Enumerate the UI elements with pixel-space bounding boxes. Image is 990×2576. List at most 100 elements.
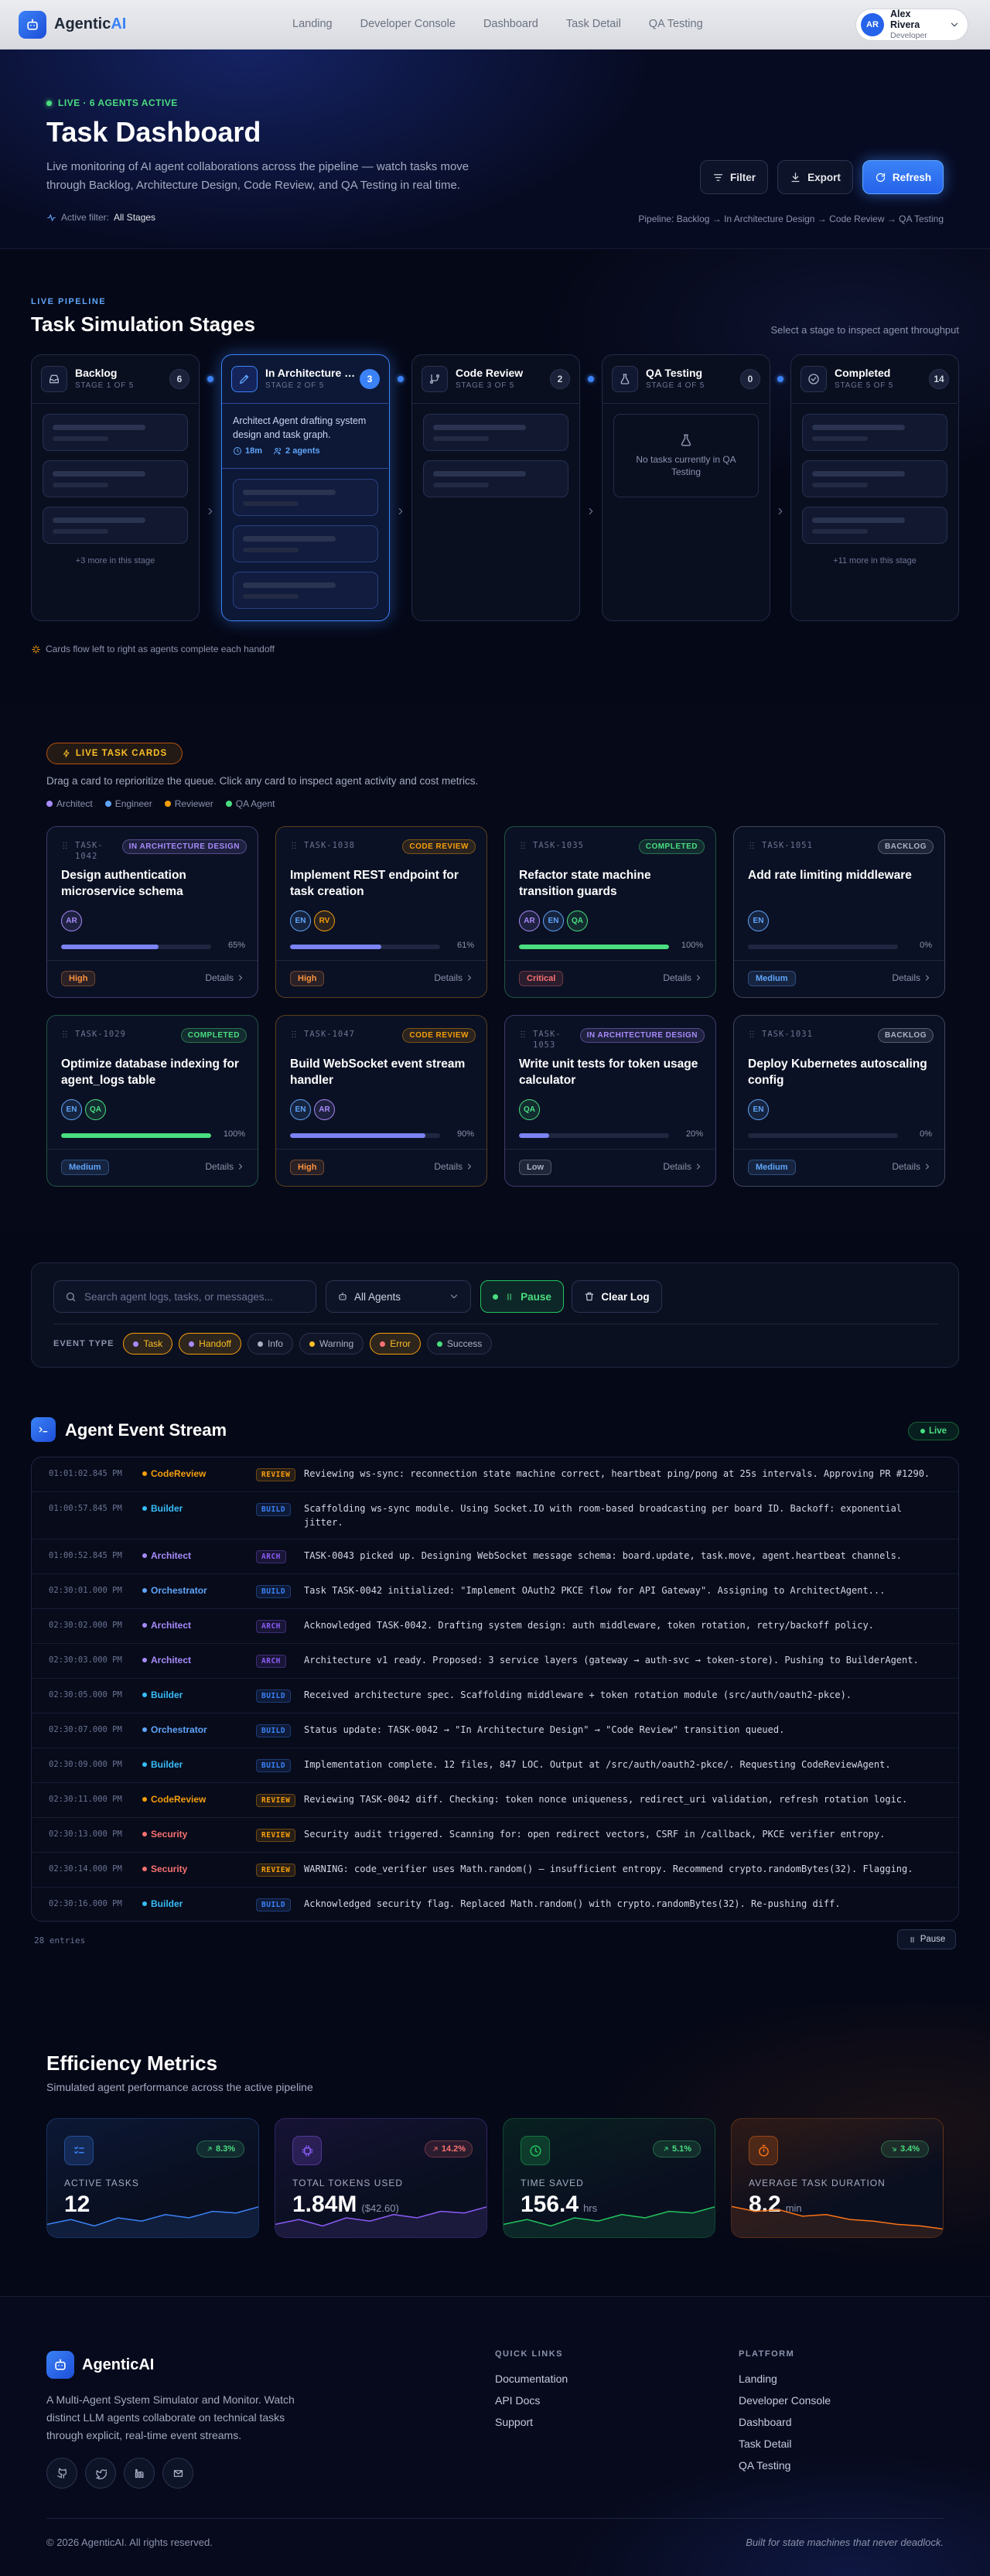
icon-graphic [173,2469,183,2477]
stage-column[interactable]: Backlog STAGE 1 OF 5 6 +3 more in this stag… [31,354,200,621]
icon-graphic [208,507,213,515]
social-link[interactable] [46,2458,77,2489]
stage-column[interactable]: QA Testing STAGE 4 OF 5 0 No tasks currentl… [602,354,770,621]
event-chip[interactable]: Warning [299,1333,364,1355]
icon [679,433,693,447]
stage-column[interactable]: In Architecture Design STAGE 2 OF 5 3 Archi… [221,354,390,621]
button-label: Pause [920,1935,946,1944]
details-link[interactable]: Details [426,1161,474,1172]
change-value: 14.2% [441,2144,466,2154]
search-input[interactable]: Search agent logs, tasks, or messages... [53,1280,316,1313]
social-link[interactable] [124,2458,155,2489]
log-row: 02:30:02.000 PM Architect ARCH Acknowledged… [32,1609,958,1644]
icon-graphic [521,842,525,849]
agent-name: Architect [151,1550,192,1561]
chip-dot [257,1341,263,1347]
event-chip[interactable]: Info [247,1333,293,1355]
nav-link[interactable]: Dashboard [483,18,538,30]
skeleton-bar [243,501,299,506]
event-chip[interactable]: Task [123,1333,173,1355]
details-link[interactable]: Details [655,972,703,983]
nav-link[interactable]: QA Testing [648,18,703,30]
status-badge: CODE REVIEW [402,839,476,854]
task-card[interactable]: TASK-1047 CODE REVIEW Build WebSocket even… [275,1015,487,1187]
icon-graphic [521,1030,525,1038]
assignees: AR [61,910,82,931]
nav-link[interactable]: Task Detail [565,18,621,30]
filter-value: All Stages [114,212,156,223]
log-type-badge: BUILD [256,1898,292,1912]
task-card[interactable]: TASK-1031 BACKLOG Deploy Kubernetes autosc… [733,1015,945,1187]
social-link[interactable] [85,2458,116,2489]
icon-graphic [521,1030,525,1038]
icon [775,506,786,517]
footer-link[interactable]: Support [495,2416,534,2428]
footer-column-title: QUICK LINKS [495,2349,563,2359]
icon [875,172,886,183]
log-time: 02:30:09.000 PM [49,1760,122,1769]
icon [465,973,474,982]
log-message: Task TASK-0042 initialized: "Implement O… [304,1585,886,1596]
button-label: Filter [729,171,756,183]
details-link[interactable]: Details [655,1161,703,1172]
hero-button[interactable]: Export [777,160,853,194]
logo-icon [19,11,46,39]
log-time: 02:30:02.000 PM [49,1621,122,1630]
skeleton-bar [243,583,336,588]
footer-link[interactable]: Task Detail [739,2438,792,2450]
agent-select[interactable]: All Agents [326,1280,471,1313]
agent-name: Orchestrator [151,1724,207,1735]
details-text: Details [892,972,920,983]
logo-icon [46,2351,74,2379]
metric-label: ACTIVE TASKS [64,2178,139,2188]
icon-graphic [468,1163,471,1170]
icon-graphic [450,1294,458,1299]
entries-count: 28 entries [34,1935,86,1946]
footer-link[interactable]: Developer Console [739,2394,831,2407]
event-chip[interactable]: Error [370,1333,421,1355]
event-chip[interactable]: Handoff [179,1333,241,1355]
icon-graphic [589,507,593,515]
pause-button[interactable]: Pause [480,1280,564,1313]
log-agent: Security [142,1827,256,1841]
more-text: +3 more in this stage [75,556,155,565]
stage-column[interactable]: Code Review STAGE 3 OF 5 2 [411,354,580,621]
footer-link[interactable]: Landing [739,2373,777,2385]
footer-link[interactable]: API Docs [495,2394,541,2407]
details-link[interactable]: Details [884,1161,932,1172]
details-link[interactable]: Details [426,972,474,983]
icon [288,1029,299,1040]
stage-column[interactable]: Completed STAGE 5 OF 5 14 +11 more in this … [790,354,959,621]
stage-name: Completed [835,367,891,379]
event-chip[interactable]: Success [426,1333,493,1355]
footer-link[interactable]: QA Testing [739,2459,791,2472]
stream-pause[interactable]: Pause [897,1929,956,1949]
icon-graphic [339,1292,346,1300]
details-link[interactable]: Details [197,972,245,983]
task-card[interactable]: TASK-1053 IN ARCHITECTURE DESIGN Write uni… [504,1015,716,1187]
icon-graphic [713,173,723,181]
hero-button[interactable]: Filter [700,160,768,194]
nav-link[interactable]: Developer Console [360,18,456,30]
log-type-badge: REVIEW [256,1829,296,1842]
details-link[interactable]: Details [197,1161,245,1172]
agent-dot [142,1797,147,1802]
icon-graphic [664,2147,668,2151]
metric-value: 156.4 [521,2192,579,2217]
metric-icon [749,2136,778,2165]
footer-link[interactable]: Dashboard [739,2416,792,2428]
clear-button[interactable]: Clear Log [572,1280,662,1313]
task-card[interactable]: TASK-1029 COMPLETED Optimize database inde… [46,1015,258,1187]
user-menu[interactable]: AR Alex Rivera Developer [855,9,968,41]
task-card[interactable]: TASK-1051 BACKLOG Add rate limiting middle… [733,826,945,998]
task-card[interactable]: TASK-1038 CODE REVIEW Implement REST endpo… [275,826,487,998]
social-link[interactable] [162,2458,193,2489]
footer-link[interactable]: Documentation [495,2373,568,2385]
nav-link[interactable]: Landing [292,18,333,30]
chip-dot [189,1341,195,1347]
task-card[interactable]: TASK-1035 COMPLETED Refactor state machine… [504,826,716,998]
icon-graphic [63,1030,67,1038]
details-link[interactable]: Details [884,972,932,983]
hero-button[interactable]: Refresh [862,160,944,194]
task-card[interactable]: TASK-1042 IN ARCHITECTURE DESIGN Design au… [46,826,258,998]
